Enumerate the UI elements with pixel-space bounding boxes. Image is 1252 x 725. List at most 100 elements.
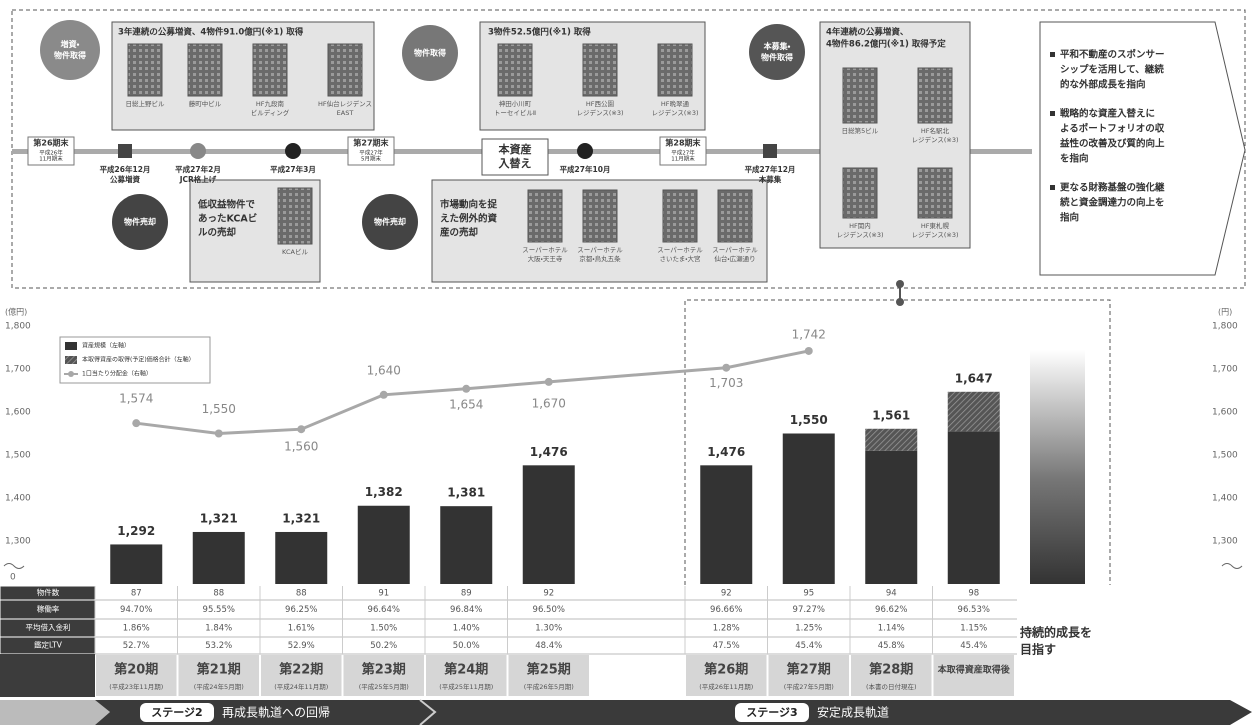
line-label: 1,550: [202, 402, 236, 416]
swap-label: 本資産: [498, 142, 532, 156]
outlook-text: 続と資金調達力の向上を: [1059, 197, 1165, 209]
period-row-label: [0, 654, 95, 697]
bar-total-label: 1,382: [365, 485, 403, 499]
table-cell: 1.84%: [205, 624, 232, 634]
table-cell: 88: [213, 589, 224, 599]
badge-text: 物件取得: [761, 52, 793, 62]
goal-text: 持続的成長を: [1020, 625, 1092, 640]
bar: [948, 431, 1000, 584]
y2-tick-label: 1,500: [1212, 451, 1238, 461]
x-tick-label: 第23期: [361, 662, 406, 678]
period-note: (本書の日付現在): [866, 682, 917, 691]
line-label: 1,654: [449, 397, 483, 411]
y-tick-label: 1,500: [5, 451, 31, 461]
row-label: 鑑定LTV: [34, 640, 63, 650]
table-cell: 87: [131, 589, 142, 599]
building: [918, 68, 952, 123]
bar: [865, 429, 917, 451]
sale-text: ルの売却: [198, 227, 236, 239]
x-tick-label: 第26期: [703, 662, 748, 678]
bullet: [1050, 185, 1055, 190]
table-cell: 45.8%: [878, 641, 905, 651]
y-tick-label: 1,800: [5, 322, 31, 332]
table-cell: 97.27%: [793, 605, 825, 615]
axis-break: [1222, 564, 1242, 569]
x-tick-label: 第21期: [196, 662, 241, 678]
badge: [749, 24, 805, 80]
outlook-text: シップを活用して、継続: [1060, 64, 1164, 76]
table-cell: 1.40%: [453, 624, 480, 634]
property-name: ビルディング: [251, 108, 290, 117]
line-point: [380, 391, 388, 399]
property-name: スーパーホテル: [522, 246, 568, 254]
row-label: 稼働率: [37, 604, 60, 614]
property-name: 日総上野ビル: [126, 99, 166, 108]
legend-swatch: [65, 356, 77, 364]
table-cell: 96.50%: [533, 605, 565, 615]
y2-tick-label: 1,600: [1212, 408, 1238, 418]
bar-total-label: 1,476: [707, 445, 745, 459]
y2-tick-label: 1,700: [1212, 365, 1238, 375]
table-cell: 1.86%: [123, 624, 150, 634]
bullet: [1050, 52, 1055, 57]
building: [253, 44, 287, 96]
period-end-date: 平成27年: [359, 149, 383, 157]
table-cell: 45.4%: [960, 641, 987, 651]
building: [128, 44, 162, 96]
bar-total-label: 1,321: [200, 511, 238, 525]
line-label: 1,560: [284, 440, 318, 454]
event-label: 本募集: [758, 174, 782, 184]
acquisition-heading: 4年連続の公募増資、: [826, 27, 908, 38]
stage-label: ステージ2: [151, 706, 202, 719]
period-note: (平成24年5月期): [194, 682, 244, 691]
line-point: [805, 347, 813, 355]
property-name: EAST: [337, 109, 354, 117]
y-tick-label: 1,700: [5, 365, 31, 375]
event-label: 平成27年3月: [270, 164, 316, 174]
line-label: 1,640: [367, 363, 401, 377]
bar: [523, 465, 575, 584]
property-name: さいたま・大宮: [659, 254, 700, 263]
table-cell: 50.2%: [370, 641, 397, 651]
outlook-text: 平和不動産のスポンサー: [1060, 49, 1165, 61]
legend-dot: [68, 371, 74, 377]
table-cell: 92: [721, 589, 732, 599]
table-cell: 96.53%: [958, 605, 990, 615]
bar: [275, 532, 327, 584]
bar-total-label: 1,550: [790, 413, 828, 427]
y2-unit: (円): [1218, 308, 1232, 317]
sale-text: 産の売却: [440, 227, 478, 239]
event-label: 平成27年12月: [745, 164, 796, 174]
building: [328, 44, 362, 96]
table-cell: 92: [543, 589, 554, 599]
row-label: 物件数: [37, 587, 60, 597]
building: [718, 190, 752, 242]
bar-total-label: 1,321: [282, 511, 320, 525]
event-marker: [285, 143, 301, 159]
badge: [40, 20, 100, 80]
property-name: HF関内: [849, 221, 871, 230]
axis-break-label: 0: [10, 573, 16, 583]
period-end-label: 第27期末: [353, 138, 388, 148]
table-cell: 1.15%: [960, 624, 987, 634]
outlook-text: 的な外部成長を指向: [1060, 79, 1146, 91]
building: [528, 190, 562, 242]
stage-label: ステージ3: [746, 706, 797, 719]
table-cell: 47.5%: [713, 641, 740, 651]
badge-text: 物件売却: [124, 217, 156, 227]
table-cell: 50.0%: [453, 641, 480, 651]
period-note: (平成23年11月期): [109, 682, 163, 691]
outlook-text: 指向: [1060, 212, 1079, 224]
y-tick-label: 1,400: [5, 494, 31, 504]
x-tick-label: 第22期: [278, 662, 323, 678]
bar: [948, 392, 1000, 432]
event-label: 平成27年2月: [175, 164, 221, 174]
bar-total-label: 1,647: [955, 371, 993, 385]
sale-text: 市場動向を捉: [440, 199, 498, 211]
y2-tick-label: 1,800: [1212, 322, 1238, 332]
line-label: 1,703: [709, 376, 743, 390]
period-note: (平成27年5月期): [784, 682, 834, 691]
x-tick-label: 第28期: [868, 662, 913, 678]
outlook-text: 更なる財務基盤の強化継: [1060, 182, 1165, 194]
x-tick-label: 第20期: [113, 662, 158, 678]
